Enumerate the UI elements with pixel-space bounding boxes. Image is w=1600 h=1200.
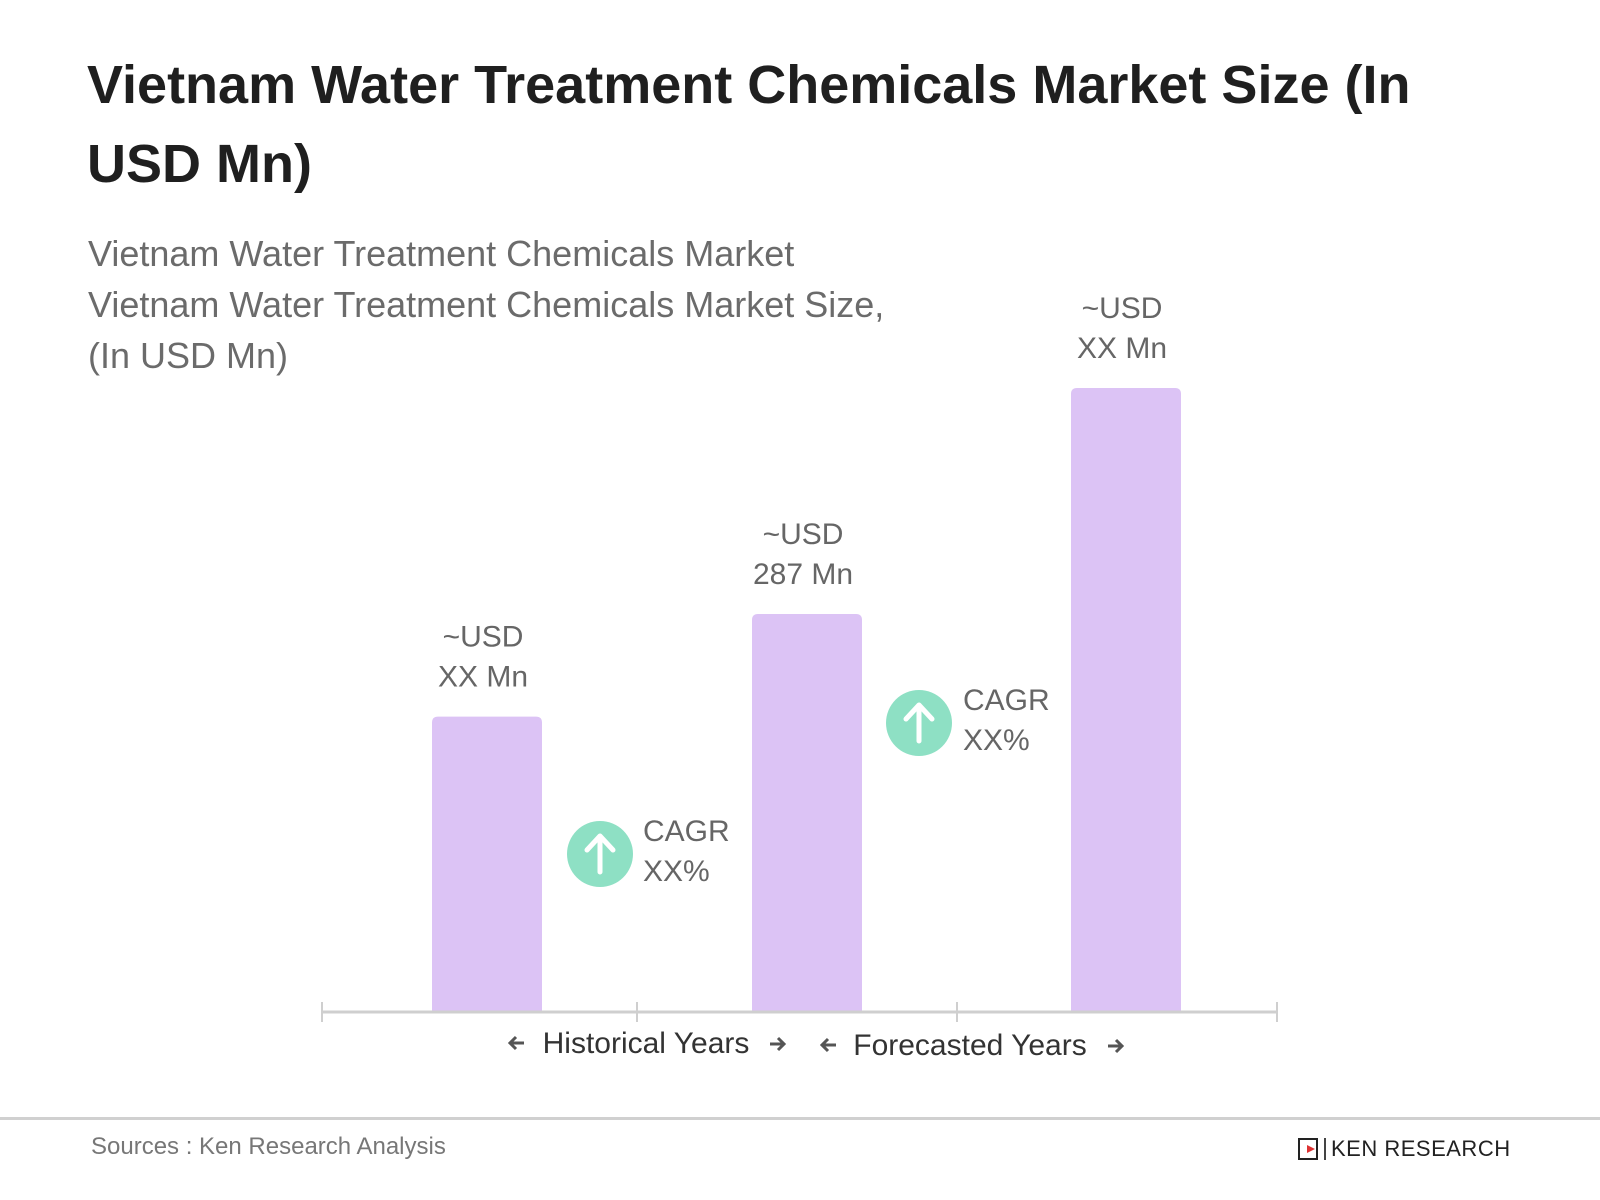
historical-years-label: Historical Years bbox=[543, 1027, 750, 1060]
subtitle-line: Vietnam Water Treatment Chemicals Market… bbox=[88, 284, 885, 325]
footer-divider bbox=[0, 1117, 1600, 1120]
forecasted-years-label: Forecasted Years bbox=[853, 1029, 1086, 1062]
bar-data-label: ~USD bbox=[443, 621, 524, 654]
cagr-value: XX% bbox=[643, 855, 710, 888]
axis-ticks bbox=[321, 1002, 1278, 1022]
cagr-annotation: CAGR XX% bbox=[886, 684, 1050, 757]
bar bbox=[432, 716, 542, 1012]
arrow-left-icon bbox=[507, 1035, 524, 1051]
bar-data-label: ~USD bbox=[763, 518, 844, 551]
sources-note: Sources : Ken Research Analysis bbox=[91, 1133, 446, 1160]
bar-data-label: ~USD bbox=[1082, 292, 1163, 325]
period-label-historical: Historical Years bbox=[507, 1027, 787, 1060]
subtitle-line: Vietnam Water Treatment Chemicals Market bbox=[88, 233, 795, 274]
bar-data-label: XX Mn bbox=[438, 661, 528, 694]
cagr-label: CAGR bbox=[643, 815, 730, 848]
chart-subtitle: Vietnam Water Treatment Chemicals Market… bbox=[88, 228, 884, 381]
arrow-right-icon bbox=[1108, 1038, 1125, 1054]
bar-data-label: 287 Mn bbox=[753, 558, 853, 591]
arrow-left-icon bbox=[819, 1037, 836, 1053]
logo-text: KEN RESEARCH bbox=[1324, 1138, 1511, 1160]
arrow-right-icon bbox=[770, 1036, 787, 1052]
period-label-forecasted: Forecasted Years bbox=[819, 1029, 1125, 1062]
arrow-up-circle-icon bbox=[567, 821, 633, 887]
bar-data-label: XX Mn bbox=[1077, 332, 1167, 365]
chart-title: Vietnam Water Treatment Chemicals Market… bbox=[87, 55, 1411, 194]
cagr-label: CAGR bbox=[963, 684, 1050, 717]
bar bbox=[1071, 388, 1181, 1012]
subtitle-line: (In USD Mn) bbox=[88, 335, 289, 376]
ken-research-logo: KEN RESEARCH bbox=[1298, 1138, 1511, 1160]
cagr-value: XX% bbox=[963, 724, 1030, 757]
logo-mark-icon bbox=[1298, 1138, 1318, 1160]
cagr-annotation: CAGR XX% bbox=[567, 815, 730, 888]
bar bbox=[752, 614, 862, 1012]
arrow-up-circle-icon bbox=[886, 690, 952, 756]
